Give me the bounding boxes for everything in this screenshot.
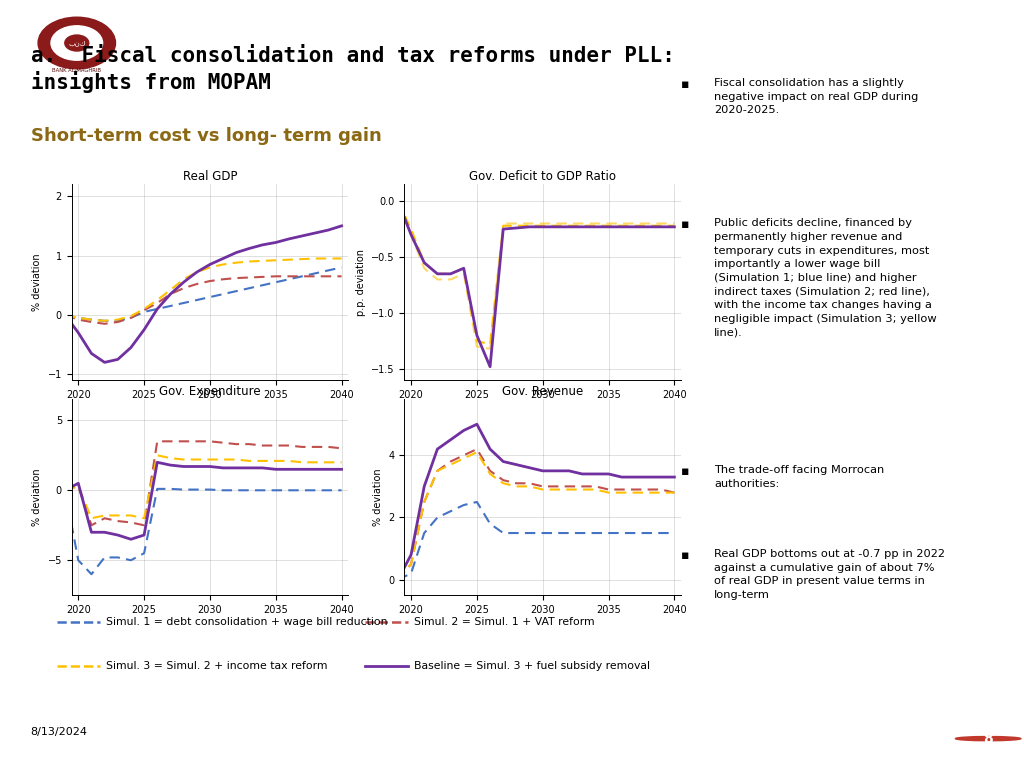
Text: The trade-off facing Morrocan
authorities:: The trade-off facing Morrocan authoritie… [715,465,885,488]
Y-axis label: % deviation: % deviation [32,253,42,311]
Title: Gov. Expenditure: Gov. Expenditure [159,386,261,398]
Text: Fiscal consolidation has a slightly
negative impact on real GDP during
2020-2025: Fiscal consolidation has a slightly nega… [715,78,919,115]
Text: Simul. 3 = Simul. 2 + income tax reform: Simul. 3 = Simul. 2 + income tax reform [106,661,328,671]
Circle shape [65,35,89,51]
Y-axis label: % deviation: % deviation [373,468,383,526]
Text: Simul. 1 = debt consolidation + wage bill reduction: Simul. 1 = debt consolidation + wage bil… [106,617,388,627]
Text: 8/13/2024: 8/13/2024 [31,727,88,737]
Text: ▪: ▪ [681,218,689,231]
Circle shape [38,17,116,69]
Text: Baseline = Simul. 3 + fuel subsidy removal: Baseline = Simul. 3 + fuel subsidy remov… [414,661,649,671]
Text: Short-term cost vs long- term gain: Short-term cost vs long- term gain [31,127,382,145]
Text: ▪: ▪ [681,549,689,562]
Text: BANK AL-MAGHRIB: BANK AL-MAGHRIB [52,68,101,73]
Circle shape [955,737,1021,740]
Text: 8: 8 [983,732,993,746]
Text: Public deficits decline, financed by
permanently higher revenue and
temporary cu: Public deficits decline, financed by per… [715,218,937,337]
Y-axis label: p.p. deviation: p.p. deviation [355,249,366,316]
Text: بنك: بنك [68,40,86,46]
Text: Simul. 2 = Simul. 1 + VAT reform: Simul. 2 = Simul. 1 + VAT reform [414,617,594,627]
Title: Gov. Deficit to GDP Ratio: Gov. Deficit to GDP Ratio [469,170,616,183]
Y-axis label: % deviation: % deviation [32,468,42,526]
Text: ▪: ▪ [681,465,689,478]
Text: a.  Fiscal consolidation and tax reforms under PLL:
insights from MOPAM: a. Fiscal consolidation and tax reforms … [31,46,675,94]
Circle shape [51,26,102,60]
Text: Real GDP bottoms out at -0.7 pp in 2022
against a cumulative gain of about 7%
of: Real GDP bottoms out at -0.7 pp in 2022 … [715,549,945,600]
Text: ▪: ▪ [681,78,689,91]
Title: Gov. Revenue: Gov. Revenue [502,386,584,398]
Title: Real GDP: Real GDP [182,170,238,183]
